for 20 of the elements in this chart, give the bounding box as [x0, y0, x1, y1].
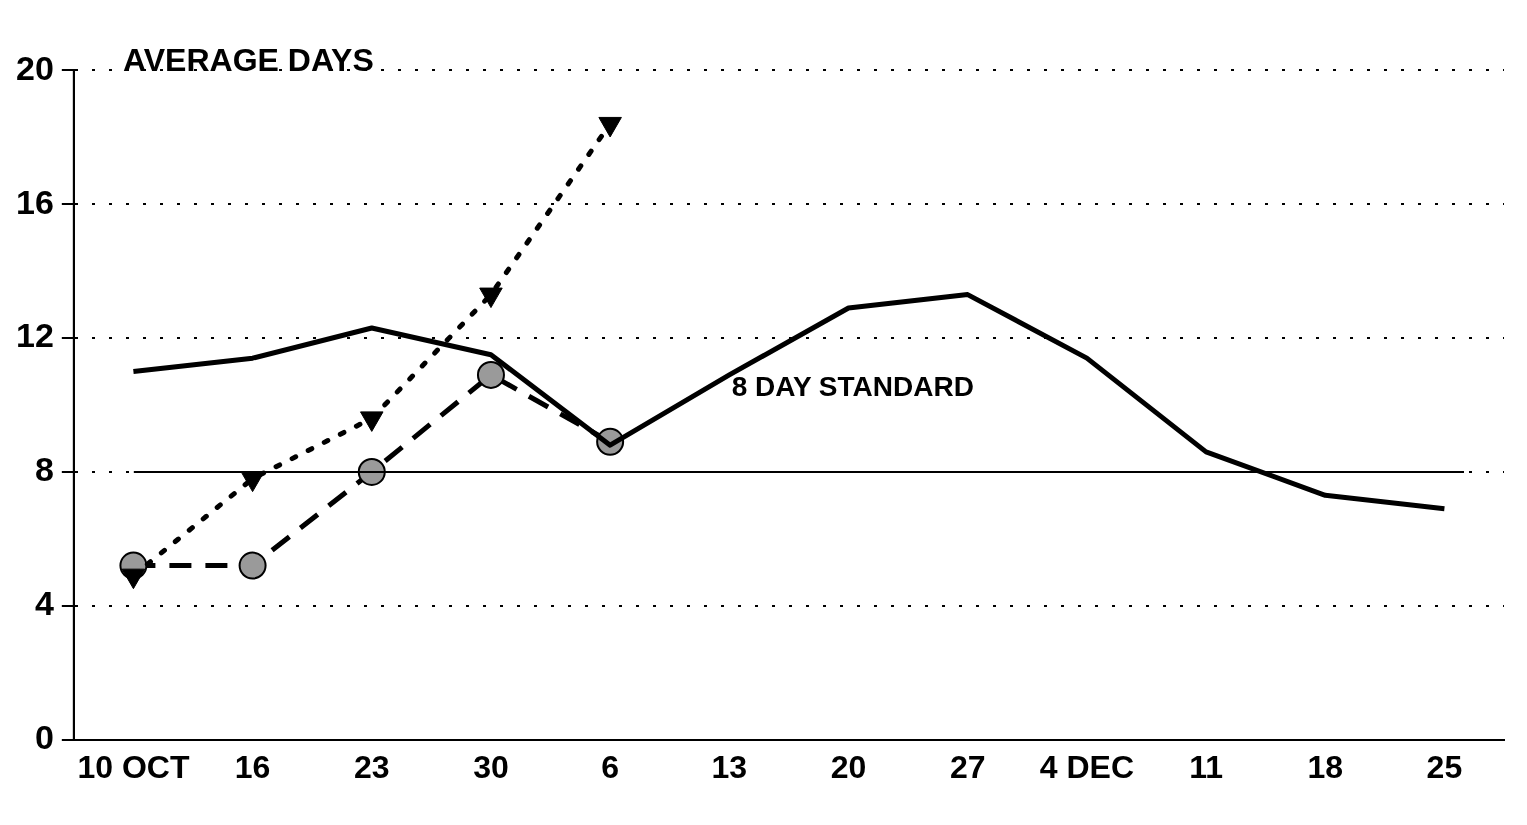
y-tick-label: 12 [15, 316, 54, 355]
x-tick-label: 27 [949, 748, 986, 785]
x-tick-label: 23 [353, 748, 390, 785]
y-tick-label: 8 [34, 450, 54, 489]
y-tick-label: 16 [15, 182, 54, 221]
y-tick-label: 20 [15, 48, 54, 87]
x-tick-label: 4 DEC [1039, 748, 1134, 785]
x-tick-label: 25 [1426, 748, 1463, 785]
x-tick-label: 13 [711, 748, 748, 785]
x-tick-label: 6 [601, 748, 620, 785]
x-tick-label: 30 [473, 748, 509, 785]
x-tick-label: 20 [830, 748, 867, 785]
y-tick-label: 0 [34, 717, 54, 756]
x-tick-label: 18 [1307, 748, 1344, 785]
x-tick-label: 10 OCT [77, 748, 190, 785]
x-tick-label: 16 [234, 748, 271, 785]
x-tick-label: 11 [1189, 748, 1223, 785]
y-tick-label: 4 [34, 584, 54, 623]
ref-line-label: 8 DAY STANDARD [731, 370, 974, 402]
y-axis-title: AVERAGE DAYS [123, 42, 374, 79]
